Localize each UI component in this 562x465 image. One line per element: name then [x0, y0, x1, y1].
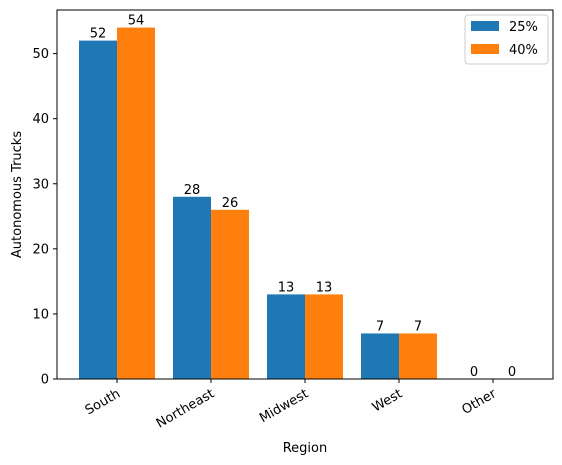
y-tick-label-30: 30 — [32, 177, 49, 192]
x-tick-label-other: Other — [460, 386, 500, 418]
x-tick-label-midwest: Midwest — [257, 386, 311, 426]
x-tick-label-west: West — [370, 386, 405, 415]
bar-midwest-25pct — [267, 294, 305, 379]
data-label-south-40pct: 54 — [128, 14, 145, 29]
data-label-other-40pct: 0 — [508, 365, 516, 380]
x-tick-label-south: South — [83, 386, 123, 418]
y-tick-label-10: 10 — [32, 307, 49, 322]
data-label-midwest-25pct: 13 — [278, 280, 295, 295]
data-label-northeast-40pct: 26 — [222, 196, 239, 211]
bar-midwest-40pct — [305, 294, 343, 379]
y-tick-label-0: 0 — [41, 373, 49, 388]
legend: 25% 40% — [464, 14, 549, 65]
data-labels-layer: 52 54 28 26 13 13 7 7 0 0 — [90, 14, 516, 380]
data-label-northeast-25pct: 28 — [184, 183, 201, 198]
data-label-west-40pct: 7 — [414, 319, 422, 334]
data-label-west-25pct: 7 — [376, 319, 384, 334]
legend-swatch-40pct — [471, 44, 499, 54]
bar-northeast-40pct — [211, 209, 249, 379]
x-axis-label: Region — [283, 441, 328, 456]
bar-west-25pct — [361, 333, 399, 379]
legend-swatch-25pct — [471, 21, 499, 31]
bar-west-40pct — [399, 333, 437, 379]
legend-label-25pct: 25% — [509, 20, 538, 35]
bar-northeast-25pct — [173, 196, 211, 379]
data-label-other-25pct: 0 — [470, 365, 478, 380]
y-tick-label-20: 20 — [32, 242, 49, 257]
bar-south-25pct — [79, 40, 117, 379]
legend-label-40pct: 40% — [509, 43, 538, 58]
y-axis-label: Autonomous Trucks — [10, 131, 25, 258]
bars-layer — [79, 27, 437, 379]
data-label-midwest-40pct: 13 — [316, 280, 333, 295]
bar-south-40pct — [117, 27, 155, 379]
y-tick-label-50: 50 — [32, 47, 49, 62]
data-label-south-25pct: 52 — [90, 27, 107, 42]
x-tick-label-northeast: Northeast — [154, 386, 217, 431]
y-tick-label-40: 40 — [32, 112, 49, 127]
